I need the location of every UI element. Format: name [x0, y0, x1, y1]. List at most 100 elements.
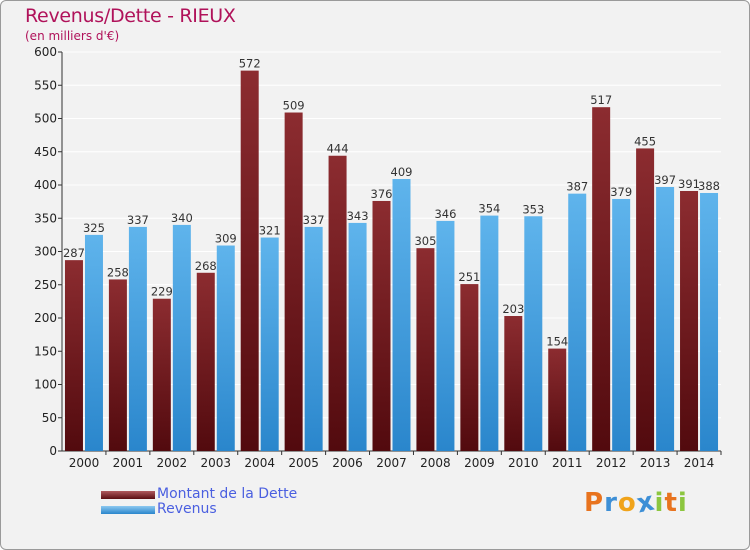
y-tick-label: 400 — [34, 178, 57, 192]
x-tick-label: 2009 — [464, 456, 495, 470]
data-label: 391 — [678, 177, 700, 191]
y-tick-label: 600 — [34, 45, 57, 59]
data-label: 337 — [303, 213, 325, 227]
legend-swatch-revenus — [101, 506, 155, 514]
legend-label-revenus: Revenus — [157, 501, 217, 517]
data-label: 444 — [327, 142, 349, 156]
x-tick-label: 2012 — [596, 456, 627, 470]
data-label: 268 — [195, 259, 217, 273]
x-tick-label: 2011 — [552, 456, 583, 470]
bar-revenus — [480, 215, 499, 451]
bar-revenus — [612, 198, 631, 451]
data-label: 353 — [522, 202, 544, 216]
bar-revenus — [656, 186, 675, 451]
x-tick-label: 2004 — [244, 456, 275, 470]
y-tick-label: 450 — [34, 145, 57, 159]
bar-dette — [504, 316, 523, 451]
bar-dette — [592, 107, 611, 451]
chart-title: Revenus/Dette - RIEUX — [25, 5, 236, 27]
bar-revenus — [260, 237, 279, 451]
data-label: 387 — [566, 180, 588, 194]
bar-dette — [108, 279, 127, 451]
data-label: 409 — [391, 165, 413, 179]
logo-letter: r — [604, 488, 618, 518]
data-label: 154 — [546, 335, 568, 349]
bar-revenus — [128, 226, 147, 451]
logo-letter: t — [664, 488, 678, 518]
x-tick-label: 2002 — [157, 456, 188, 470]
bar-dette — [64, 260, 83, 451]
bar-revenus — [348, 222, 367, 451]
y-tick-label: 300 — [34, 245, 57, 259]
bar-revenus — [216, 245, 235, 451]
bar-dette — [240, 70, 259, 452]
x-tick-label: 2001 — [113, 456, 144, 470]
y-tick-label: 200 — [34, 311, 57, 325]
y-tick-label: 550 — [34, 78, 57, 92]
data-label: 258 — [107, 265, 129, 279]
data-label: 321 — [259, 224, 281, 238]
proxiti-logo: Proxiti — [584, 486, 688, 519]
data-label: 251 — [458, 270, 480, 284]
bar-dette — [416, 248, 435, 451]
logo-letter: o — [617, 488, 637, 518]
data-label: 337 — [127, 213, 149, 227]
bar-revenus — [392, 179, 411, 451]
y-tick-label: 50 — [42, 411, 57, 425]
bar-dette — [372, 200, 391, 451]
x-tick-label: 2010 — [508, 456, 539, 470]
x-tick-label: 2000 — [69, 456, 100, 470]
x-tick-label: 2003 — [200, 456, 231, 470]
data-label: 455 — [634, 134, 656, 148]
data-label: 340 — [171, 211, 193, 225]
data-label: 376 — [371, 187, 393, 201]
bar-dette — [196, 272, 215, 451]
x-tick-label: 2006 — [332, 456, 363, 470]
x-tick-label: 2014 — [684, 456, 715, 470]
data-label: 379 — [610, 185, 632, 199]
x-tick-label: 2007 — [376, 456, 407, 470]
x-tick-label: 2008 — [420, 456, 451, 470]
y-tick-label: 250 — [34, 278, 57, 292]
bar-dette — [460, 284, 479, 451]
legend-swatch-dette — [101, 491, 155, 499]
data-label: 343 — [347, 209, 369, 223]
bar-revenus — [700, 192, 719, 452]
x-tick-label: 2013 — [640, 456, 671, 470]
bar-revenus — [172, 224, 191, 451]
y-tick-label: 150 — [34, 344, 57, 358]
data-label: 305 — [414, 234, 436, 248]
chart-subtitle: (en milliers d'€) — [25, 29, 120, 43]
bar-revenus — [568, 193, 587, 451]
bar-dette — [680, 190, 699, 452]
data-label: 309 — [215, 232, 237, 246]
x-tick-label: 2005 — [288, 456, 319, 470]
y-tick-label: 0 — [49, 444, 57, 458]
y-tick-label: 100 — [34, 378, 57, 392]
data-label: 203 — [502, 302, 524, 316]
logo-letter: i — [654, 488, 665, 518]
data-label: 346 — [434, 207, 456, 221]
bar-dette — [328, 155, 347, 452]
y-tick-label: 500 — [34, 112, 57, 126]
bar-dette — [636, 148, 655, 452]
bar-revenus — [304, 226, 323, 451]
bar-revenus — [524, 216, 543, 451]
data-label: 509 — [283, 99, 305, 113]
data-label: 229 — [151, 285, 173, 299]
logo-letter: P — [584, 488, 605, 518]
bar-dette — [152, 298, 171, 451]
data-label: 325 — [83, 221, 105, 235]
y-tick-label: 350 — [34, 211, 57, 225]
data-label: 517 — [590, 93, 612, 107]
bar-revenus — [84, 234, 103, 451]
legend-label-dette: Montant de la Dette — [157, 486, 298, 502]
data-label: 572 — [239, 57, 261, 71]
data-label: 287 — [63, 246, 85, 260]
data-label: 397 — [654, 173, 676, 187]
bar-revenus — [436, 220, 455, 451]
data-label: 354 — [478, 202, 500, 216]
data-label: 388 — [698, 179, 720, 193]
